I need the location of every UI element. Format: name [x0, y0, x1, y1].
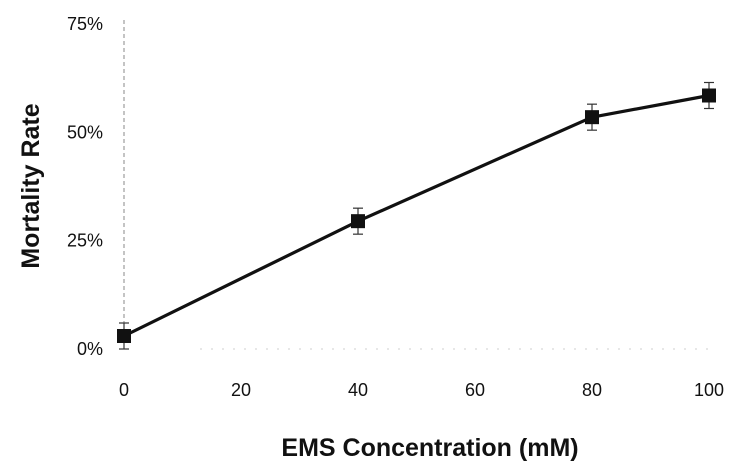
data-point-marker — [702, 88, 716, 103]
data-point-marker — [585, 110, 599, 125]
x-tick-label: 40 — [348, 380, 368, 400]
y-axis-title: Mortality Rate — [17, 103, 45, 268]
x-tick-labels: 0 20 40 60 80 100 — [119, 380, 724, 400]
y-tick-label: 0% — [77, 339, 103, 359]
x-tick-label: 20 — [231, 380, 251, 400]
data-point-marker — [117, 329, 131, 343]
y-tick-labels: 0% 25% 50% 75% — [67, 14, 103, 359]
y-tick-label: 75% — [67, 14, 103, 34]
series-line — [123, 93, 710, 338]
x-tick-label: 80 — [582, 380, 602, 400]
x-tick-label: 0 — [119, 380, 129, 400]
x-axis-title: EMS Concentration (mM) — [281, 434, 578, 462]
x-tick-label: 100 — [694, 380, 724, 400]
data-point-marker — [351, 214, 365, 229]
series-layer — [117, 81, 716, 350]
x-tick-label: 60 — [465, 380, 485, 400]
y-tick-label: 50% — [67, 122, 103, 142]
y-tick-label: 25% — [67, 231, 103, 251]
